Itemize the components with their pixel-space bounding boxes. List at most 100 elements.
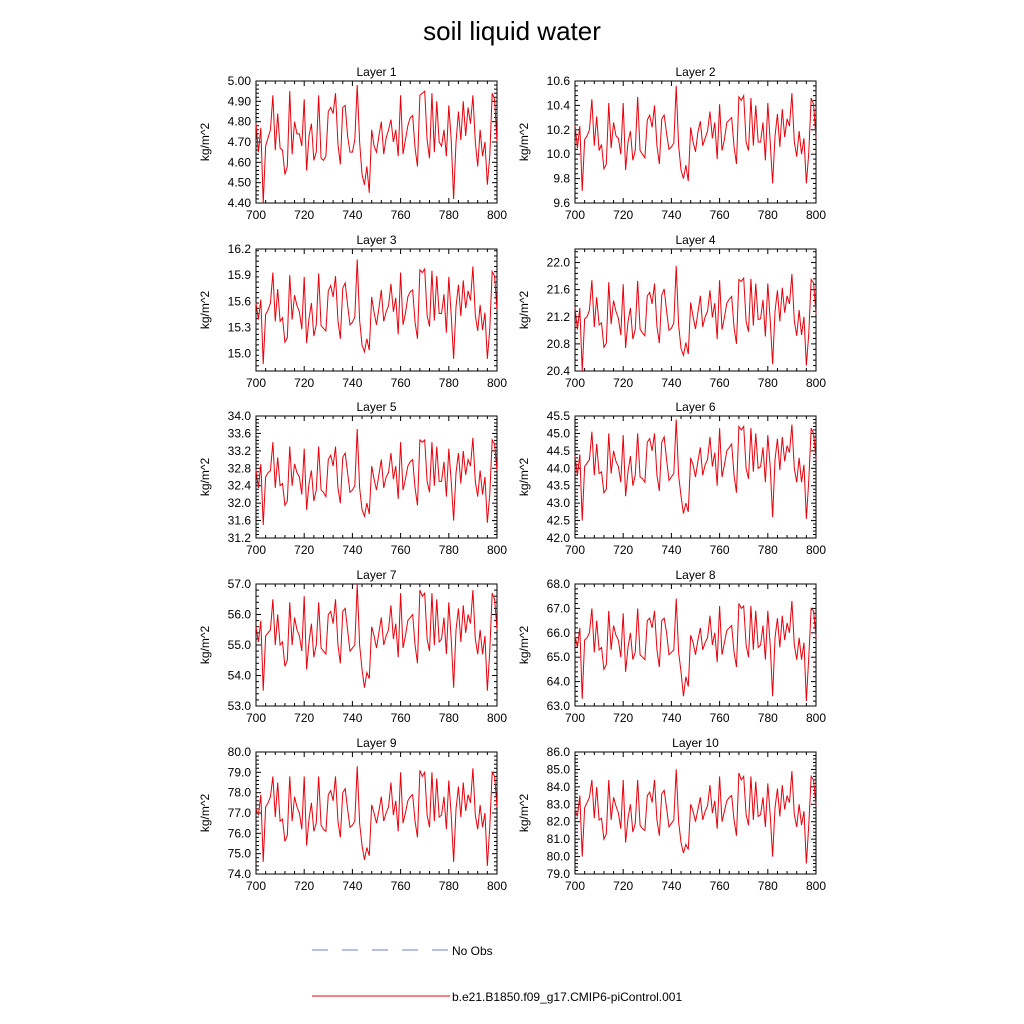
series-line [255, 85, 498, 204]
x-tick-label: 800 [806, 879, 826, 893]
x-tick-label: 700 [246, 376, 266, 390]
y-tick-label: 34.0 [228, 409, 252, 423]
y-tick-label: 80.0 [547, 850, 571, 864]
series-line [574, 769, 817, 864]
y-tick-label: 57.0 [228, 577, 252, 591]
x-tick-label: 720 [613, 879, 633, 893]
y-tick-label: 45.5 [547, 409, 571, 423]
panel-layer-7: 700 720 740 760 780 800 53.0 54.0 55.0 56.0 57.0 La… [198, 568, 507, 725]
y-axis-label: kg/m^2 [517, 794, 531, 833]
y-tick-label: 33.2 [228, 444, 252, 458]
x-tick-label: 760 [391, 208, 411, 222]
series-line [574, 85, 817, 191]
x-tick-label: 800 [487, 879, 507, 893]
panel-layer-5: 700 720 740 760 780 800 31.2 31.6 32.0 32.4 32.8 33… [198, 400, 507, 557]
y-axis-label: kg/m^2 [517, 458, 531, 497]
x-tick-label: 800 [806, 208, 826, 222]
y-tick-label: 44.5 [547, 444, 571, 458]
plot-frame [574, 80, 817, 204]
x-tick-label: 720 [294, 208, 314, 222]
y-tick-label: 32.8 [228, 461, 252, 475]
x-tick-label: 720 [613, 711, 633, 725]
x-tick-label: 720 [294, 711, 314, 725]
x-tick-label: 780 [758, 376, 778, 390]
plot-frame [574, 751, 817, 875]
figure-title: soil liquid water [423, 16, 601, 46]
y-tick-label: 74.0 [228, 867, 252, 881]
x-tick-label: 760 [710, 208, 730, 222]
y-tick-label: 42.0 [547, 531, 571, 545]
y-tick-label: 44.0 [547, 461, 571, 475]
y-tick-label: 15.3 [228, 320, 252, 334]
x-tick-label: 780 [758, 208, 778, 222]
x-tick-label: 720 [613, 543, 633, 557]
y-axis-label: kg/m^2 [198, 794, 212, 833]
plot-frame [574, 248, 817, 372]
series-line [574, 265, 817, 372]
x-tick-label: 800 [806, 711, 826, 725]
x-tick-label: 760 [710, 711, 730, 725]
y-tick-label: 65.0 [547, 650, 571, 664]
y-tick-label: 53.0 [228, 699, 252, 713]
y-axis-label: kg/m^2 [198, 123, 212, 162]
y-tick-label: 21.6 [547, 283, 571, 297]
y-tick-label: 20.4 [547, 364, 571, 378]
panel-layer-6: 700 720 740 760 780 800 42.0 42.5 43.0 43.5 44.0 44… [517, 400, 826, 557]
y-tick-label: 4.60 [228, 155, 252, 169]
y-tick-label: 10.2 [547, 123, 571, 137]
y-tick-label: 54.0 [228, 669, 252, 683]
x-tick-label: 740 [342, 711, 362, 725]
x-tick-label: 780 [439, 543, 459, 557]
panel-layer-1: 700 720 740 760 780 800 4.40 4.50 4.60 4.70 4.80 4.… [198, 65, 507, 222]
x-tick-label: 780 [758, 711, 778, 725]
y-axis-label: kg/m^2 [198, 626, 212, 665]
y-tick-label: 21.2 [547, 310, 571, 324]
panel-title: Layer 7 [356, 568, 396, 582]
x-tick-label: 740 [661, 711, 681, 725]
panel-layer-4: 700 720 740 760 780 800 20.4 20.8 21.2 21.6 22.0 La… [517, 233, 826, 390]
x-tick-label: 700 [246, 543, 266, 557]
x-tick-label: 700 [565, 208, 585, 222]
y-tick-label: 33.6 [228, 426, 252, 440]
legend-obs-label: No Obs [452, 944, 493, 958]
y-tick-label: 32.4 [228, 479, 252, 493]
x-tick-label: 720 [613, 208, 633, 222]
y-tick-label: 5.00 [228, 74, 252, 88]
y-tick-label: 4.70 [228, 135, 252, 149]
plot-frame [574, 583, 817, 707]
x-tick-label: 700 [565, 543, 585, 557]
y-tick-label: 15.0 [228, 347, 252, 361]
x-tick-label: 780 [439, 711, 459, 725]
x-tick-label: 800 [487, 543, 507, 557]
x-tick-label: 700 [246, 879, 266, 893]
plot-frame [574, 415, 817, 539]
x-tick-label: 740 [661, 208, 681, 222]
x-tick-label: 800 [806, 543, 826, 557]
x-tick-label: 700 [565, 711, 585, 725]
y-axis-label: kg/m^2 [198, 291, 212, 330]
panel-layer-9: 700 720 740 760 780 800 74.0 75.0 76.0 77.0 78.0 79… [198, 736, 507, 893]
x-tick-label: 760 [391, 711, 411, 725]
y-tick-label: 67.0 [547, 601, 571, 615]
x-tick-label: 740 [342, 376, 362, 390]
y-tick-label: 42.5 [547, 514, 571, 528]
legend: No Obs b.e21.B1850.f09_g17.CMIP6-piContr… [312, 944, 682, 1004]
x-tick-label: 780 [439, 376, 459, 390]
series-line [255, 429, 498, 525]
panel-title: Layer 2 [675, 65, 715, 79]
x-tick-label: 800 [487, 208, 507, 222]
panel-title: Layer 9 [356, 736, 396, 750]
x-tick-label: 780 [439, 208, 459, 222]
y-tick-label: 63.0 [547, 699, 571, 713]
y-tick-label: 43.5 [547, 479, 571, 493]
x-tick-label: 740 [342, 543, 362, 557]
x-tick-label: 740 [342, 879, 362, 893]
x-tick-label: 700 [246, 711, 266, 725]
y-tick-label: 79.0 [228, 765, 252, 779]
panel-title: Layer 10 [672, 736, 719, 750]
x-tick-label: 800 [806, 376, 826, 390]
y-tick-label: 4.90 [228, 94, 252, 108]
y-tick-label: 31.2 [228, 531, 252, 545]
x-tick-label: 760 [710, 879, 730, 893]
x-tick-label: 700 [565, 879, 585, 893]
